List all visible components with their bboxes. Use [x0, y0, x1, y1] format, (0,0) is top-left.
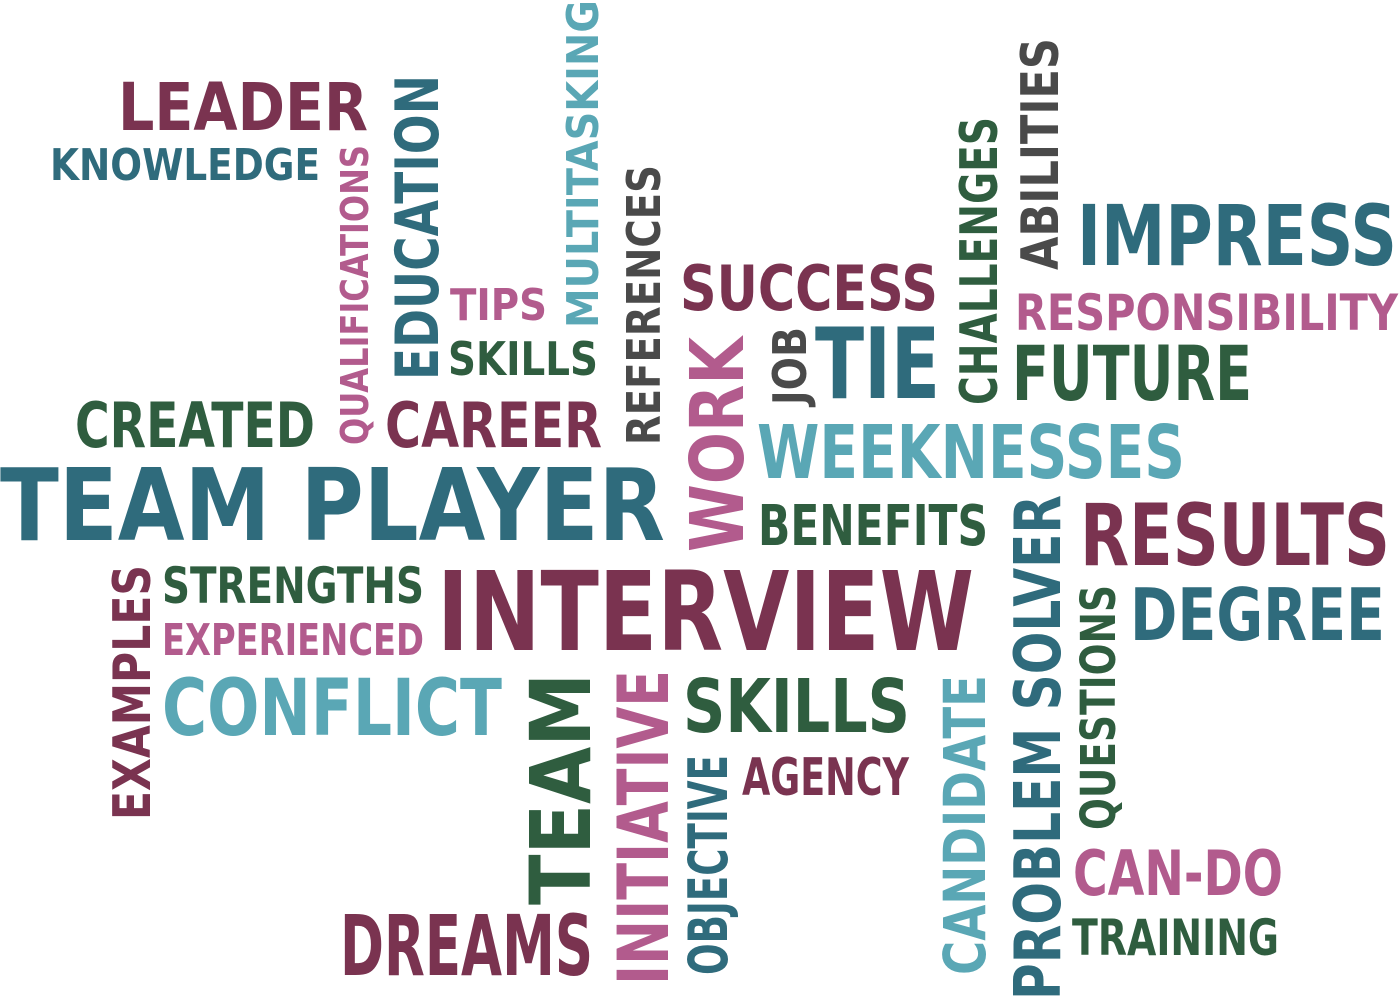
word-skills-large: SKILLS	[683, 664, 910, 750]
word-challenges: CHALLENGES	[950, 117, 1010, 405]
word-responsibility: RESPONSIBILITY	[1015, 284, 1399, 342]
word-degree: DEGREE	[1130, 573, 1385, 657]
word-leader: LEADER	[118, 69, 368, 146]
word-knowledge: KNOWLEDGE	[50, 140, 320, 191]
word-team: TEAM	[512, 673, 610, 905]
word-skills-small: SKILLS	[448, 332, 598, 386]
word-success: SUCCESS	[680, 252, 938, 325]
word-impress: IMPRESS	[1077, 187, 1397, 285]
word-can-do: CAN-DO	[1073, 837, 1283, 910]
word-initiative: INITIATIVE	[603, 670, 685, 985]
word-questions: QUESTIONS	[1071, 585, 1127, 830]
word-work: WORK	[675, 335, 761, 552]
word-weeknesses: WEEKNESSES	[757, 410, 1185, 496]
word-agency: AGENCY	[742, 748, 910, 808]
word-benefits: BENEFITS	[758, 494, 988, 559]
word-interview: INTERVIEW	[437, 548, 974, 676]
word-team-player: TEAM PLAYER	[0, 447, 665, 564]
word-abilities: ABILITIES	[1011, 38, 1071, 270]
word-qualifications: QUALIFICATIONS	[333, 145, 377, 445]
word-created: CREATED	[75, 389, 315, 462]
word-objective: OBJECTIVE	[677, 755, 740, 975]
word-strengths: STRENGTHS	[162, 557, 424, 615]
word-dreams: DREAMS	[340, 897, 593, 995]
word-results: RESULTS	[1080, 486, 1390, 586]
word-candidate: CANDIDATE	[931, 675, 999, 975]
word-conflict: CONFLICT	[162, 664, 502, 754]
word-training: TRAINING	[1072, 909, 1279, 967]
word-experienced: EXPERIENCED	[162, 615, 424, 666]
word-multitasking: MULTITASKING	[558, 0, 609, 328]
word-tips: TIPS	[450, 280, 547, 331]
word-tie: TIE	[815, 308, 940, 422]
word-education: EDUCATION	[383, 75, 453, 380]
word-references: REFERENCES	[617, 165, 671, 445]
word-career: CAREER	[385, 389, 602, 462]
word-job: JOB	[763, 327, 817, 408]
word-future: FUTURE	[1012, 329, 1252, 418]
word-examples: EXAMPLES	[103, 565, 163, 820]
word-problem-solver: PROBLEM SOLVER	[1002, 495, 1076, 1000]
